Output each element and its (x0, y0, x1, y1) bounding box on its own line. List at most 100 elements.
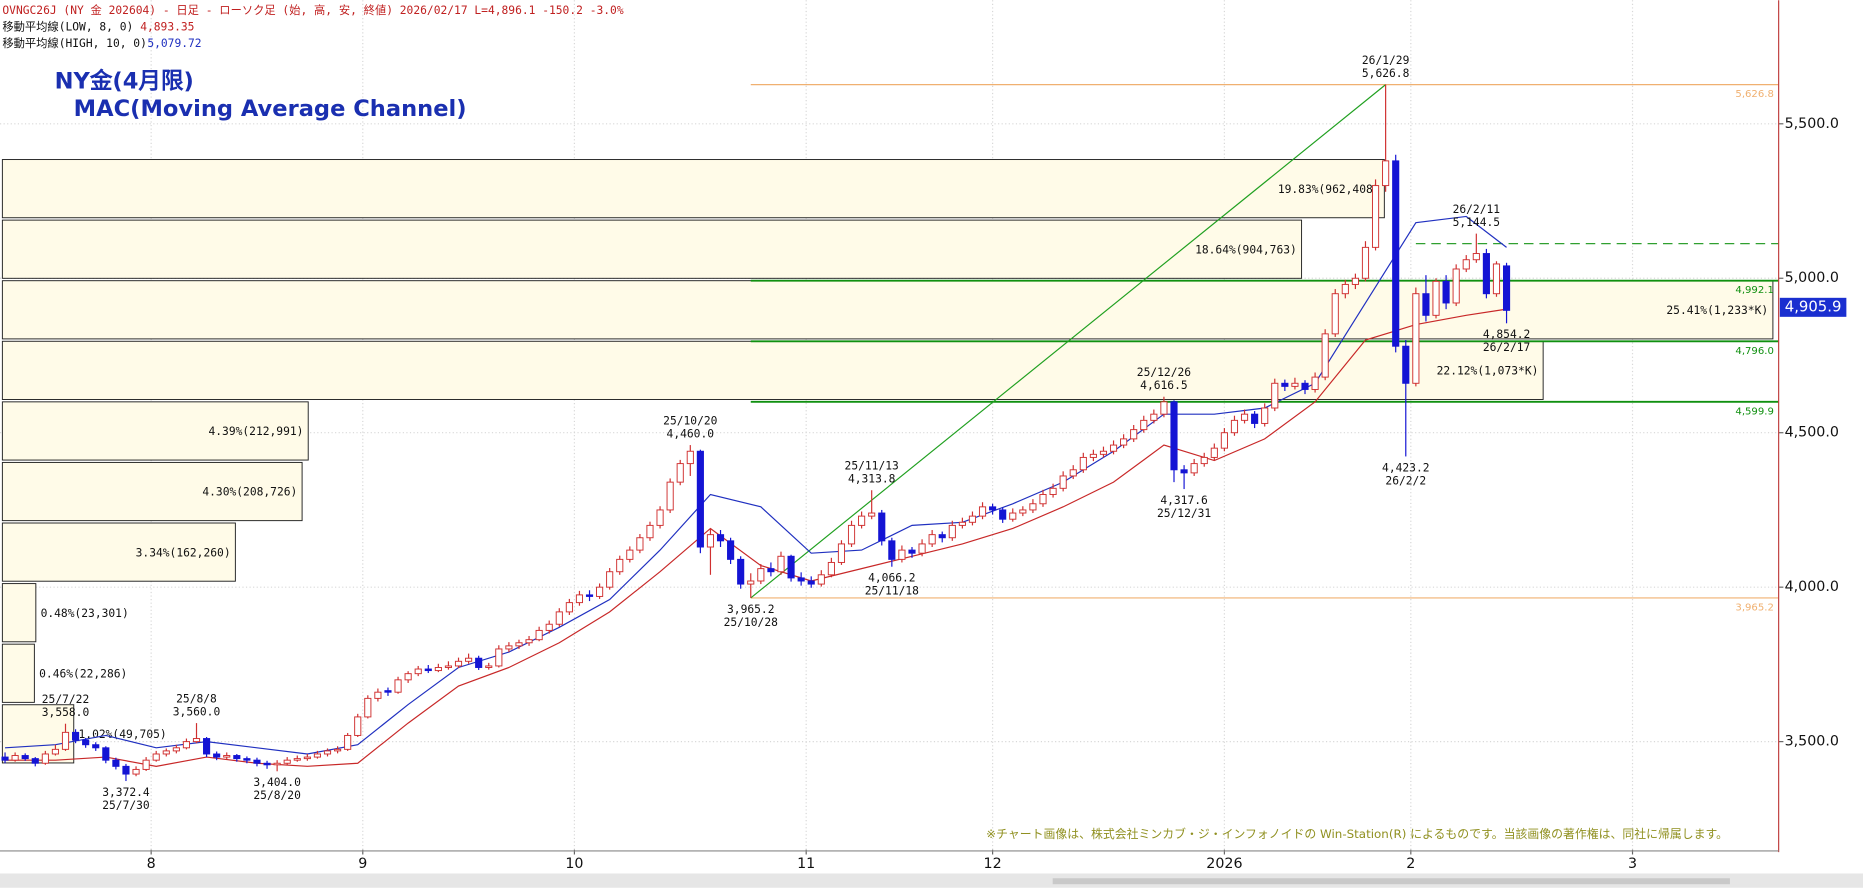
candle-body (1049, 487, 1057, 495)
candle-body (243, 758, 251, 761)
candle-body (293, 758, 301, 761)
candle-body (323, 750, 332, 755)
annotation-price: 3,372.4 (102, 786, 150, 799)
volume-bar (1, 340, 1544, 400)
volume-label: 22.12%(1,073*K) (1437, 365, 1539, 378)
candle-body (162, 750, 170, 755)
candle-body (303, 756, 311, 760)
candle-body (1311, 376, 1319, 390)
candle-body (122, 765, 130, 775)
candle-body (948, 524, 956, 539)
x-tick-label: 11 (797, 856, 815, 872)
candle-body (978, 506, 987, 517)
annotation-price: 4,423.2 (1382, 461, 1429, 474)
candle-body (938, 534, 946, 539)
x-tick-label: 3 (1628, 856, 1637, 872)
x-tick-label: 2 (1406, 856, 1415, 872)
y-tick-label: 4,500.0 (1785, 425, 1839, 441)
annotation-price: 4,313.8 (848, 473, 896, 486)
candle-body (485, 665, 493, 668)
candle-body (1402, 345, 1410, 384)
candle-body (1029, 503, 1037, 511)
candle-body (968, 515, 977, 523)
candle-body (958, 521, 966, 526)
candle-body (1261, 407, 1269, 424)
candle-body (434, 667, 442, 672)
candle-body (606, 571, 614, 588)
candle-body (535, 629, 543, 641)
volume-bar (1, 159, 1385, 219)
candle-body (354, 716, 362, 736)
candle-body (172, 747, 180, 752)
candle-body (1492, 263, 1501, 295)
candle-body (41, 753, 49, 764)
volume-label: 25.41%(1,233*K) (1666, 304, 1768, 317)
candle-body (1059, 475, 1067, 489)
candle-body (505, 645, 513, 650)
candle-body (565, 602, 573, 613)
candle-body (1271, 382, 1279, 409)
scroll-thumb[interactable] (1052, 878, 1730, 885)
candle-body (1392, 160, 1400, 347)
candle-body (807, 580, 815, 585)
candle-body (1502, 265, 1511, 311)
candle-body (213, 753, 221, 758)
candle-body (727, 540, 735, 560)
candle-body (555, 611, 563, 625)
candle-body (706, 534, 715, 548)
annotation-price: 3,404.0 (253, 776, 301, 789)
candle-body (797, 577, 805, 582)
candle-body (1019, 509, 1027, 514)
candle-body (465, 657, 473, 662)
candle-body (515, 642, 523, 647)
candle-body (142, 759, 150, 770)
candle-body (414, 668, 422, 675)
candle-body (827, 561, 835, 576)
candle-body (334, 748, 342, 752)
candle-body (737, 558, 745, 585)
candle-body (666, 481, 674, 511)
candle-body (1150, 413, 1158, 421)
annotation-price: 3,560.0 (173, 705, 221, 718)
candle-body (475, 657, 483, 668)
annotation-price: 4,460.0 (667, 427, 715, 440)
level-label: 4,796.0 (1735, 346, 1773, 357)
candle-body (817, 574, 825, 585)
candle-body (1109, 444, 1118, 452)
candle-body (928, 534, 936, 545)
chart-title: NY金(4月限) (55, 68, 194, 95)
candle-body (273, 762, 281, 766)
candle-body (1432, 280, 1440, 316)
level-label: 5,626.8 (1735, 89, 1773, 100)
candle-body (1321, 333, 1329, 378)
candle-body (868, 512, 876, 517)
scrollbar[interactable] (0, 873, 1863, 888)
volume-label: 18.64%(904,763) (1195, 243, 1297, 256)
chart-subtitle: MAC(Moving Average Channel) (74, 96, 467, 122)
candle-body (616, 558, 624, 573)
candle-body (11, 755, 19, 761)
last-price-box (1779, 297, 1847, 317)
candle-body (21, 755, 29, 760)
candle-body (676, 463, 684, 483)
annotation-price: 5,144.5 (1453, 216, 1500, 229)
candle-body (1462, 259, 1470, 270)
candle-body (1, 756, 9, 761)
candle-body (787, 555, 795, 579)
x-tick-label: 12 (984, 856, 1002, 872)
candle-body (747, 580, 755, 585)
candle-body (223, 755, 231, 758)
annotation-date: 26/2/2 (1385, 474, 1426, 487)
candle-body (444, 665, 453, 668)
candle-body (263, 762, 271, 766)
annotation-price: 4,317.6 (1160, 494, 1208, 507)
candle-body (1099, 450, 1108, 455)
y-tick-label: 5,000.0 (1785, 270, 1839, 286)
volume-bar (1, 461, 303, 522)
annotation-date: 25/8/20 (253, 789, 301, 802)
annotation-date: 25/11/18 (865, 585, 919, 598)
candle-body (1291, 382, 1299, 387)
candle-body (1422, 293, 1430, 316)
